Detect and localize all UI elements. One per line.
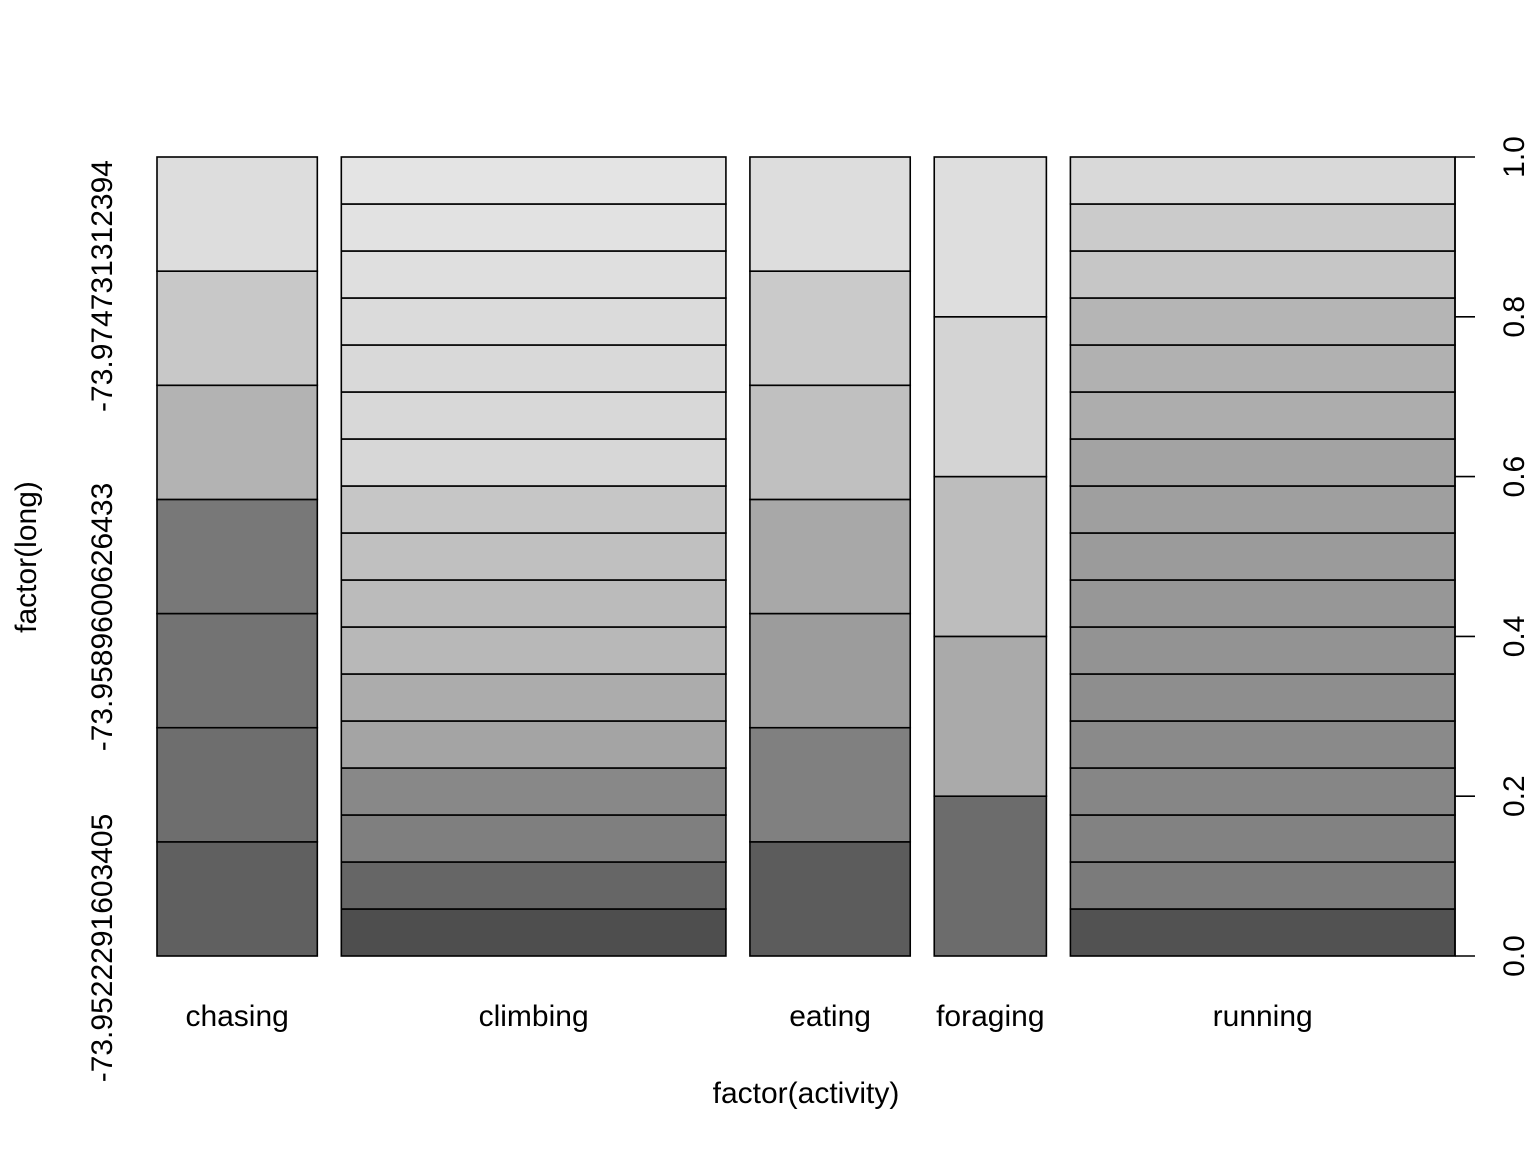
segment-climbing-1: [340, 908, 727, 957]
segment-eating-2: [749, 726, 912, 843]
segment-climbing-2: [340, 861, 727, 910]
segment-running-16: [1069, 203, 1456, 252]
segment-running-13: [1069, 344, 1456, 393]
category-label-eating: eating: [789, 1000, 871, 1033]
segment-foraging-3: [933, 475, 1048, 638]
segment-climbing-6: [340, 673, 727, 722]
segment-eating-1: [749, 841, 912, 957]
segment-foraging-5: [933, 156, 1048, 318]
segment-chasing-6: [156, 270, 319, 387]
segment-chasing-5: [156, 384, 319, 501]
segment-climbing-3: [340, 814, 727, 863]
category-label-chasing: chasing: [185, 1000, 288, 1033]
segment-foraging-4: [933, 315, 1048, 478]
segment-running-12: [1069, 391, 1456, 440]
category-labels: chasing climbing eating foraging running: [185, 1000, 1312, 1033]
segment-foraging-2: [933, 635, 1048, 798]
segment-climbing-14: [340, 297, 727, 346]
segment-climbing-13: [340, 344, 727, 393]
segment-eating-4: [749, 498, 912, 615]
category-label-foraging: foraging: [936, 1000, 1044, 1033]
segment-climbing-16: [340, 203, 727, 252]
segment-climbing-5: [340, 720, 727, 769]
segment-climbing-9: [340, 532, 727, 581]
segment-eating-3: [749, 612, 912, 729]
segment-running-11: [1069, 438, 1456, 487]
segment-chasing-2: [156, 726, 319, 843]
segment-foraging-1: [933, 795, 1048, 957]
segment-running-9: [1069, 532, 1456, 581]
segment-running-8: [1069, 579, 1456, 628]
segment-running-14: [1069, 297, 1456, 346]
segment-chasing-4: [156, 498, 319, 615]
segment-running-4: [1069, 767, 1456, 816]
left-axis-label: -73.9522291603405: [86, 814, 119, 1083]
right-axis: 0.0 0.2 0.4 0.6 0.8 1.0: [1454, 136, 1531, 977]
segment-running-6: [1069, 673, 1456, 722]
segment-chasing-3: [156, 612, 319, 729]
segment-running-2: [1069, 861, 1456, 910]
category-label-running: running: [1213, 1000, 1313, 1033]
segment-eating-7: [749, 156, 912, 272]
left-axis-label: -73.974731312394: [86, 160, 119, 412]
segment-climbing-4: [340, 767, 727, 816]
right-axis-tick-label: 0.0: [1498, 935, 1531, 977]
segment-climbing-15: [340, 250, 727, 299]
segment-eating-5: [749, 384, 912, 501]
segment-running-10: [1069, 485, 1456, 534]
x-axis-title: factor(activity): [713, 1077, 900, 1110]
category-label-climbing: climbing: [479, 1000, 589, 1033]
segment-running-3: [1069, 814, 1456, 863]
segment-climbing-8: [340, 579, 727, 628]
segment-running-15: [1069, 250, 1456, 299]
y-axis-title: factor(long): [10, 481, 43, 633]
left-axis-label: -73.9589600626433: [86, 483, 119, 752]
segment-climbing-11: [340, 438, 727, 487]
segment-eating-6: [749, 270, 912, 387]
right-axis-tick-label: 0.2: [1498, 775, 1531, 817]
left-axis: -73.9522291603405 -73.9589600626433 -73.97…: [86, 160, 119, 1082]
right-axis-tick-label: 0.6: [1498, 456, 1531, 498]
segment-running-7: [1069, 626, 1456, 675]
right-axis-tick-label: 0.8: [1498, 296, 1531, 338]
segment-climbing-12: [340, 391, 727, 440]
segment-climbing-17: [340, 156, 727, 205]
right-axis-tick-label: 0.4: [1498, 616, 1531, 658]
segment-running-17: [1069, 156, 1456, 205]
segment-climbing-7: [340, 626, 727, 675]
segment-chasing-1: [156, 841, 319, 957]
segment-running-5: [1069, 720, 1456, 769]
segment-climbing-10: [340, 485, 727, 534]
segment-chasing-7: [156, 156, 319, 272]
bars-layer: [156, 156, 1456, 957]
segment-running-1: [1069, 908, 1456, 957]
right-axis-tick-label: 1.0: [1498, 136, 1531, 178]
